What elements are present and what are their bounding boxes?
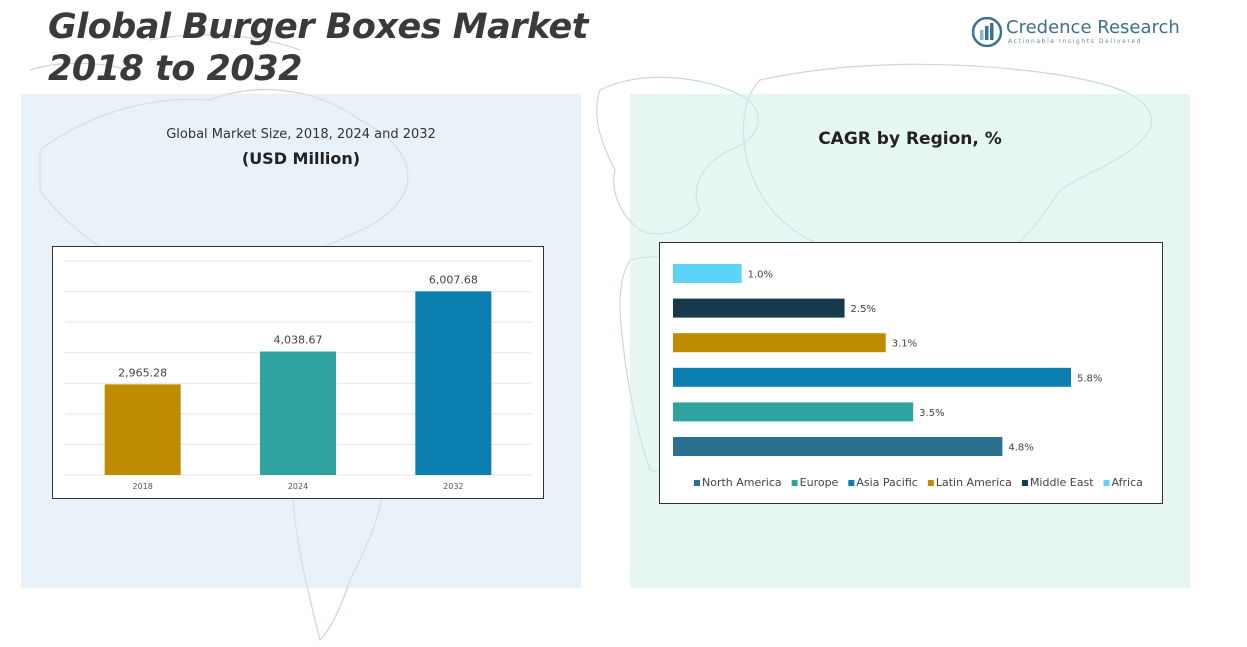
legend-swatch-north-america <box>694 480 700 486</box>
bar-2024 <box>260 351 336 475</box>
market-size-unit: (USD Million) <box>241 149 361 168</box>
logo-tagline: Actionable Insights Delivered <box>1008 38 1143 45</box>
bar-value-label-middle-east: 2.5% <box>851 304 876 315</box>
legend-label-asia-pacific: Asia Pacific <box>856 476 918 489</box>
bar-value-label-africa: 1.0% <box>748 270 773 281</box>
x-tick-label-2018: 2018 <box>132 482 152 491</box>
market-size-chart: 2,965.28 2018 4,038.67 2024 6,007.68 2032 <box>52 246 544 499</box>
bar-middle-east <box>673 298 845 318</box>
page-title-line-1: Global Burger Boxes Market <box>48 7 588 47</box>
legend-swatch-europe <box>791 480 798 486</box>
page-title: Global Burger Boxes Market 2018 to 2032 <box>48 6 668 90</box>
legend-label-middle-east: Middle East <box>1030 476 1094 489</box>
bar-2032 <box>415 291 492 475</box>
logo-name: Credence Research <box>1006 17 1180 38</box>
bar-latin-america <box>673 333 886 353</box>
bar-asia-pacific <box>673 367 1071 387</box>
bar-value-label-latin-america: 3.1% <box>892 339 917 350</box>
cagr-chart: 1.0% 2.5% 3.1% 5.8% 3.5% 4.8% North America Eur… <box>659 242 1163 504</box>
legend-label-europe: Europe <box>800 476 839 489</box>
legend-label-africa: Africa <box>1112 476 1143 489</box>
bar-value-label-north-america: 4.8% <box>1008 443 1033 454</box>
x-tick-label-2024: 2024 <box>288 482 308 491</box>
legend-swatch-asia-pacific <box>848 480 855 486</box>
bar-value-label-2032: 6,007.68 <box>429 273 478 286</box>
legend-swatch-latin-america <box>927 480 934 486</box>
credence-research-logo: Credence Research Actionable Insights De… <box>970 16 1180 50</box>
page-title-line-2: 2018 to 2032 <box>48 49 302 89</box>
bar-value-label-2018: 2,965.28 <box>118 366 167 379</box>
x-tick-label-2032: 2032 <box>443 482 463 491</box>
bar-africa <box>673 264 742 283</box>
bar-europe <box>673 402 914 422</box>
cagr-title: CAGR by Region, % <box>818 129 1002 149</box>
bar-value-label-europe: 3.5% <box>919 408 944 419</box>
legend-label-north-america: North America <box>702 476 782 489</box>
legend-swatch-africa <box>1103 480 1110 486</box>
market-size-chart-svg: 2,965.28 2018 4,038.67 2024 6,007.68 2032 <box>65 260 531 491</box>
legend-swatch-middle-east <box>1021 480 1028 486</box>
legend-label-latin-america: Latin America <box>936 476 1012 489</box>
bar-north-america <box>673 437 1003 456</box>
cagr-chart-svg: 1.0% 2.5% 3.1% 5.8% 3.5% 4.8% North America Eur… <box>673 264 1143 489</box>
cagr-legend: North America Europe Asia Pacific Latin Ame… <box>694 476 1143 489</box>
bar-value-label-asia-pacific: 5.8% <box>1077 373 1102 384</box>
bar-value-label-2024: 4,038.67 <box>274 334 323 347</box>
market-size-title: Global Market Size, 2018, 2024 and 2032 <box>166 127 436 142</box>
logo-bars-icon <box>972 17 1002 47</box>
bar-2018 <box>104 384 181 475</box>
